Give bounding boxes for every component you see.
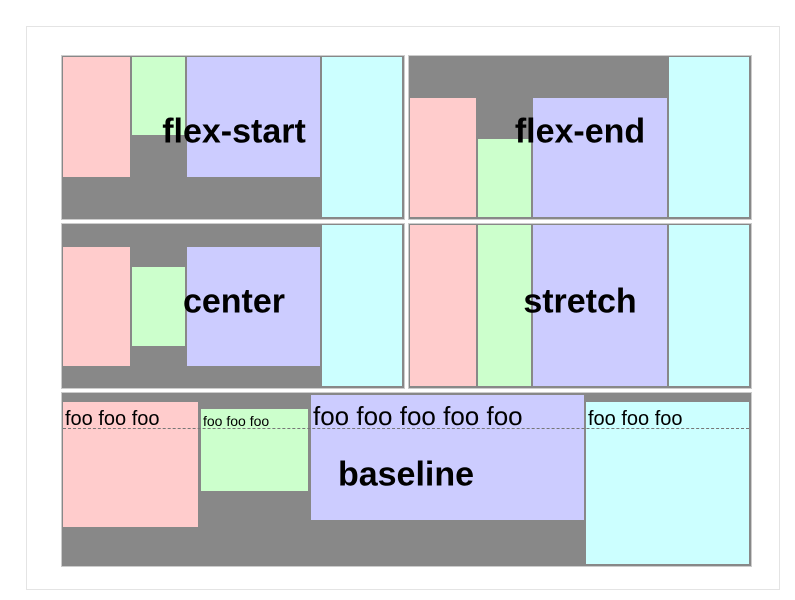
item-red (63, 57, 130, 177)
item-blue (533, 225, 667, 386)
item-cyan (586, 402, 749, 564)
item-red (410, 225, 476, 386)
item-green (132, 267, 185, 346)
item-green (132, 57, 185, 135)
baseline-text-4: foo foo foo (588, 408, 683, 430)
item-blue (311, 395, 584, 520)
item-green (478, 139, 531, 217)
item-cyan (322, 57, 402, 217)
item-green (478, 225, 531, 386)
label-center: center (182, 282, 286, 321)
baseline-text-2: foo foo foo (203, 413, 270, 429)
item-red (63, 247, 130, 366)
item-green (201, 409, 308, 491)
item-cyan (322, 225, 402, 386)
item-cyan (669, 57, 749, 217)
label-flex-start: flex-start (162, 112, 306, 151)
label-baseline: baseline (337, 455, 475, 494)
baseline-text-1: foo foo foo (65, 408, 160, 430)
item-red (63, 402, 198, 527)
label-stretch: stretch (523, 282, 637, 321)
item-blue (187, 247, 320, 366)
item-cyan (669, 225, 749, 386)
label-flex-end: flex-end (514, 112, 646, 151)
baseline-guide-line (63, 428, 749, 429)
frame (26, 26, 780, 590)
item-red (410, 98, 476, 217)
baseline-text-3: foo foo foo foo foo (313, 403, 523, 429)
item-blue (533, 98, 667, 217)
item-blue (187, 57, 320, 177)
